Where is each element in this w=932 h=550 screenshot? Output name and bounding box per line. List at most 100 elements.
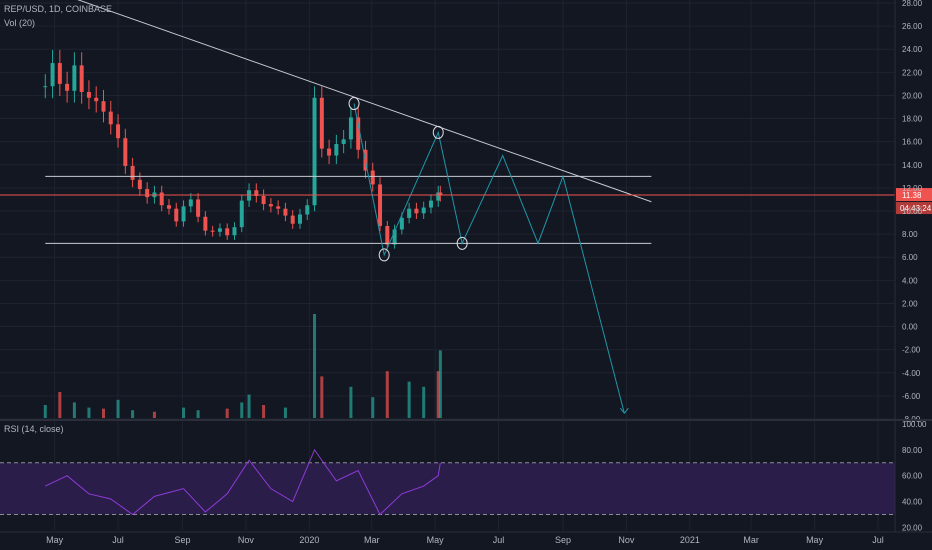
candle-body	[312, 97, 317, 206]
candle-body	[428, 200, 433, 208]
descending-trendline	[77, 0, 652, 203]
candle-body	[239, 200, 244, 228]
candle-body	[50, 63, 55, 87]
y-tick-label: -6.00	[902, 392, 921, 401]
y-tick-label: 18.00	[902, 115, 923, 124]
y-tick-label: 16.00	[902, 138, 923, 147]
last-price-label: 11.38	[902, 191, 922, 200]
pivot-circle	[348, 97, 360, 111]
candle-body	[174, 208, 179, 222]
volume-bar	[283, 407, 287, 418]
volume-bar	[152, 411, 156, 418]
x-tick-label: May	[427, 535, 445, 545]
candle-body	[65, 83, 70, 91]
volume-bar	[43, 405, 47, 418]
candle-body	[297, 214, 302, 224]
x-tick-label: Mar	[364, 535, 380, 545]
volume-bar	[320, 376, 324, 418]
candle-body	[334, 143, 339, 156]
candle-body	[414, 208, 419, 214]
candle-body	[268, 204, 273, 207]
volume-bar	[116, 399, 120, 418]
candle-body	[86, 91, 91, 98]
pivot-circle	[456, 236, 468, 250]
pivot-circle	[432, 125, 444, 139]
candle-body	[385, 226, 390, 245]
volume-bar	[196, 410, 200, 418]
candle-body	[196, 199, 201, 217]
volume-bar	[131, 410, 135, 418]
candle-body	[137, 179, 142, 190]
candle-body	[290, 215, 295, 224]
candle-body	[123, 138, 128, 166]
y-tick-label: 24.00	[902, 45, 923, 54]
candle-body	[94, 97, 99, 102]
pivot-circle	[378, 248, 390, 262]
candle-body	[188, 199, 193, 207]
candle-body	[166, 205, 171, 209]
candle-body	[57, 63, 62, 84]
candle-body	[43, 86, 48, 88]
rsi-line	[45, 448, 441, 516]
x-tick-label: Jul	[493, 535, 505, 545]
candle-body	[421, 207, 426, 214]
candle-body	[283, 208, 288, 216]
rsi-pane	[0, 448, 895, 516]
volume-bar	[436, 371, 440, 418]
volume-bar	[313, 314, 317, 418]
candle-body	[305, 205, 310, 215]
candle-body	[436, 192, 441, 201]
volume-bar	[422, 386, 426, 418]
rsi-tick-label: 80.00	[902, 446, 923, 455]
candle-body	[72, 65, 77, 91]
rsi-legend: RSI (14, close)	[4, 424, 64, 434]
volume-bar	[438, 350, 442, 418]
y-tick-label: 4.00	[902, 276, 918, 285]
volume-bars	[43, 314, 442, 418]
candle-body	[203, 216, 208, 231]
candle-body	[181, 206, 186, 222]
candle-body	[356, 117, 361, 150]
candle-body	[348, 117, 353, 140]
candle-body	[399, 217, 404, 230]
y-tick-label: 0.00	[902, 323, 918, 332]
candle-body	[232, 227, 237, 236]
x-tick-label: May	[46, 535, 64, 545]
projection-arrowhead	[619, 407, 629, 415]
volume-bar	[262, 405, 266, 418]
candle-body	[341, 139, 346, 144]
candle-body	[392, 229, 397, 245]
candle-body	[254, 190, 259, 196]
candle-body	[327, 148, 332, 156]
candle-body	[217, 228, 222, 232]
x-tick-label: Nov	[618, 535, 635, 545]
candle-body	[438, 192, 443, 196]
projection-path	[353, 103, 625, 414]
volume-bar	[247, 394, 251, 418]
candle-body	[407, 208, 412, 218]
y-tick-label: 12.00	[902, 184, 923, 193]
y-tick-label: 10.00	[902, 207, 923, 216]
price-series	[43, 49, 443, 249]
symbol-legend: REP/USD, 1D, COINBASE	[4, 4, 113, 14]
y-tick-label: 28.00	[902, 0, 923, 8]
grid-lines	[0, 0, 895, 530]
volume-bar	[225, 408, 229, 418]
rsi-tick-label: 20.00	[902, 523, 923, 532]
volume-bar	[101, 408, 105, 418]
y-tick-label: -4.00	[902, 369, 921, 378]
candle-body	[319, 97, 324, 149]
rsi-tick-label: 40.00	[902, 498, 923, 507]
volume-bar	[385, 371, 389, 418]
candle-body	[101, 101, 106, 112]
y-tick-label: 22.00	[902, 68, 923, 77]
annotations: 11.38 04:43:24	[0, 0, 932, 415]
candle-body	[130, 165, 135, 180]
countdown-label: 04:43:24	[900, 204, 932, 213]
x-tick-label: Mar	[743, 535, 759, 545]
x-tick-label: Nov	[238, 535, 255, 545]
last-price-tag	[896, 188, 932, 202]
x-tick-label: 2020	[299, 535, 319, 545]
